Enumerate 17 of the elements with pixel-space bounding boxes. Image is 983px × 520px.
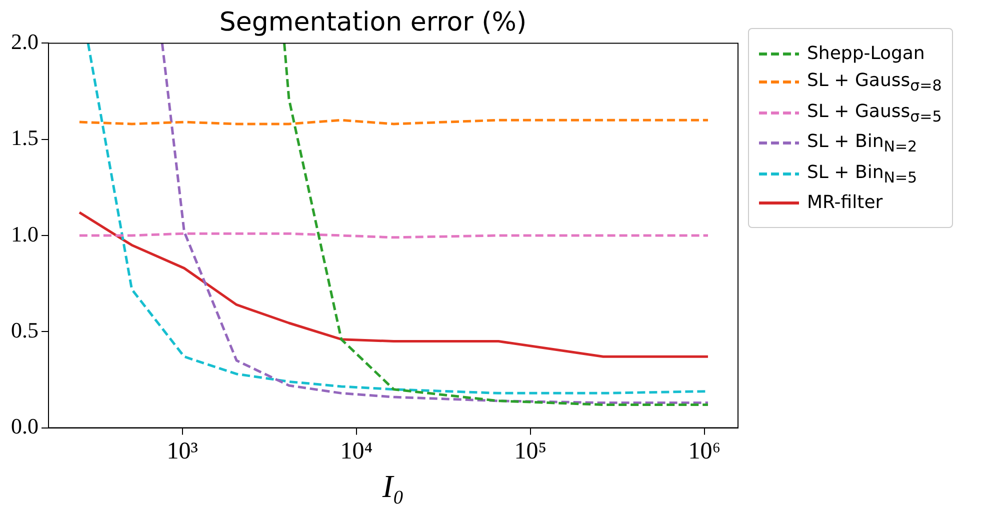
y-tick-label: 2.0: [11, 28, 38, 54]
y-tick-label: 0.0: [11, 414, 38, 439]
x-tick-label: 10⁴: [340, 438, 373, 464]
x-tick-label: 10⁵: [514, 438, 547, 464]
x-tick-label: 10⁶: [688, 438, 721, 464]
x-tick-label: 10³: [166, 438, 198, 464]
legend-label: Shepp-Logan: [807, 43, 925, 64]
x-axis-title: I₀: [381, 468, 404, 504]
legend-label: SL + Gauss$_{σ=5}$: [807, 100, 942, 126]
legend-label: SL + Bin$_{N=5}$: [807, 162, 918, 186]
y-tick-label: 1.0: [11, 221, 38, 246]
chart-title: Segmentation error (%): [219, 7, 527, 38]
legend-label: SL + Bin$_{N=2}$: [807, 131, 918, 156]
legend-label: SL + Gauss$_{σ=8}$: [807, 70, 942, 95]
legend-label: MR-filter: [807, 192, 883, 214]
y-tick-label: 0.5: [11, 317, 38, 342]
y-tick-label: 1.5: [11, 125, 38, 150]
